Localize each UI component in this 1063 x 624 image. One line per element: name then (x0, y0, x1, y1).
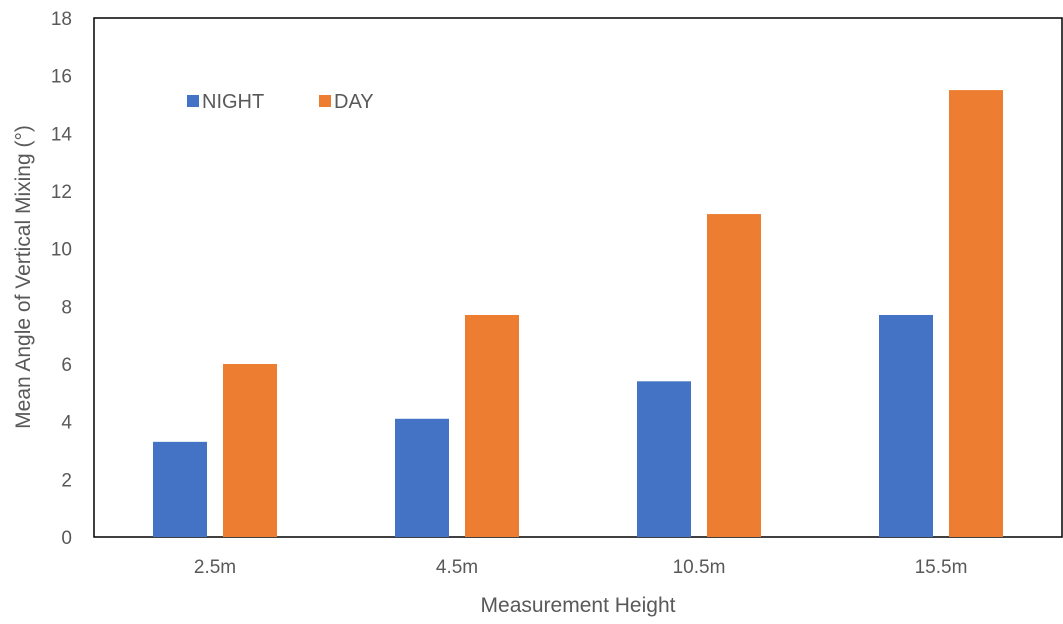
y-tick-label: 18 (51, 9, 72, 30)
plot-frame (93, 17, 1063, 538)
bars-layer (153, 90, 1003, 538)
bar-day-10.5m (707, 214, 761, 538)
y-tick-label: 12 (51, 182, 72, 203)
legend-label-night: NIGHT (202, 91, 264, 113)
bar-night-2.5m (153, 441, 207, 537)
legend-label-day: DAY (334, 91, 374, 113)
legend-swatch-day (319, 95, 331, 107)
y-axis-title: Mean Angle of Vertical Mixing (°) (12, 125, 35, 429)
y-axis-ticks: 0 2 4 6 8 10 12 14 16 18 (51, 9, 73, 549)
y-tick-label: 14 (51, 124, 73, 145)
x-tick-label: 10.5m (673, 557, 726, 578)
y-tick-label: 8 (61, 297, 72, 318)
bar-day-4.5m (465, 314, 519, 537)
x-axis-ticks: 2.5m 4.5m 10.5m 15.5m (194, 557, 968, 578)
legend-swatch-night (187, 95, 199, 107)
bar-day-15.5m (949, 90, 1003, 537)
x-tick-label: 2.5m (194, 557, 236, 578)
y-tick-label: 6 (61, 355, 72, 376)
bar-day-2.5m (223, 364, 277, 537)
y-tick-label: 2 (61, 470, 72, 491)
bar-night-4.5m (395, 418, 449, 537)
bar-night-10.5m (637, 381, 691, 537)
y-tick-label: 4 (61, 413, 72, 434)
x-axis-title: Measurement Height (481, 594, 676, 617)
y-tick-label: 0 (61, 528, 72, 549)
y-tick-label: 10 (51, 240, 72, 261)
bar-night-15.5m (879, 314, 933, 537)
x-tick-label: 15.5m (915, 557, 968, 578)
y-tick-label: 16 (51, 67, 72, 88)
x-tick-label: 4.5m (436, 557, 478, 578)
legend: NIGHT DAY (187, 91, 374, 113)
